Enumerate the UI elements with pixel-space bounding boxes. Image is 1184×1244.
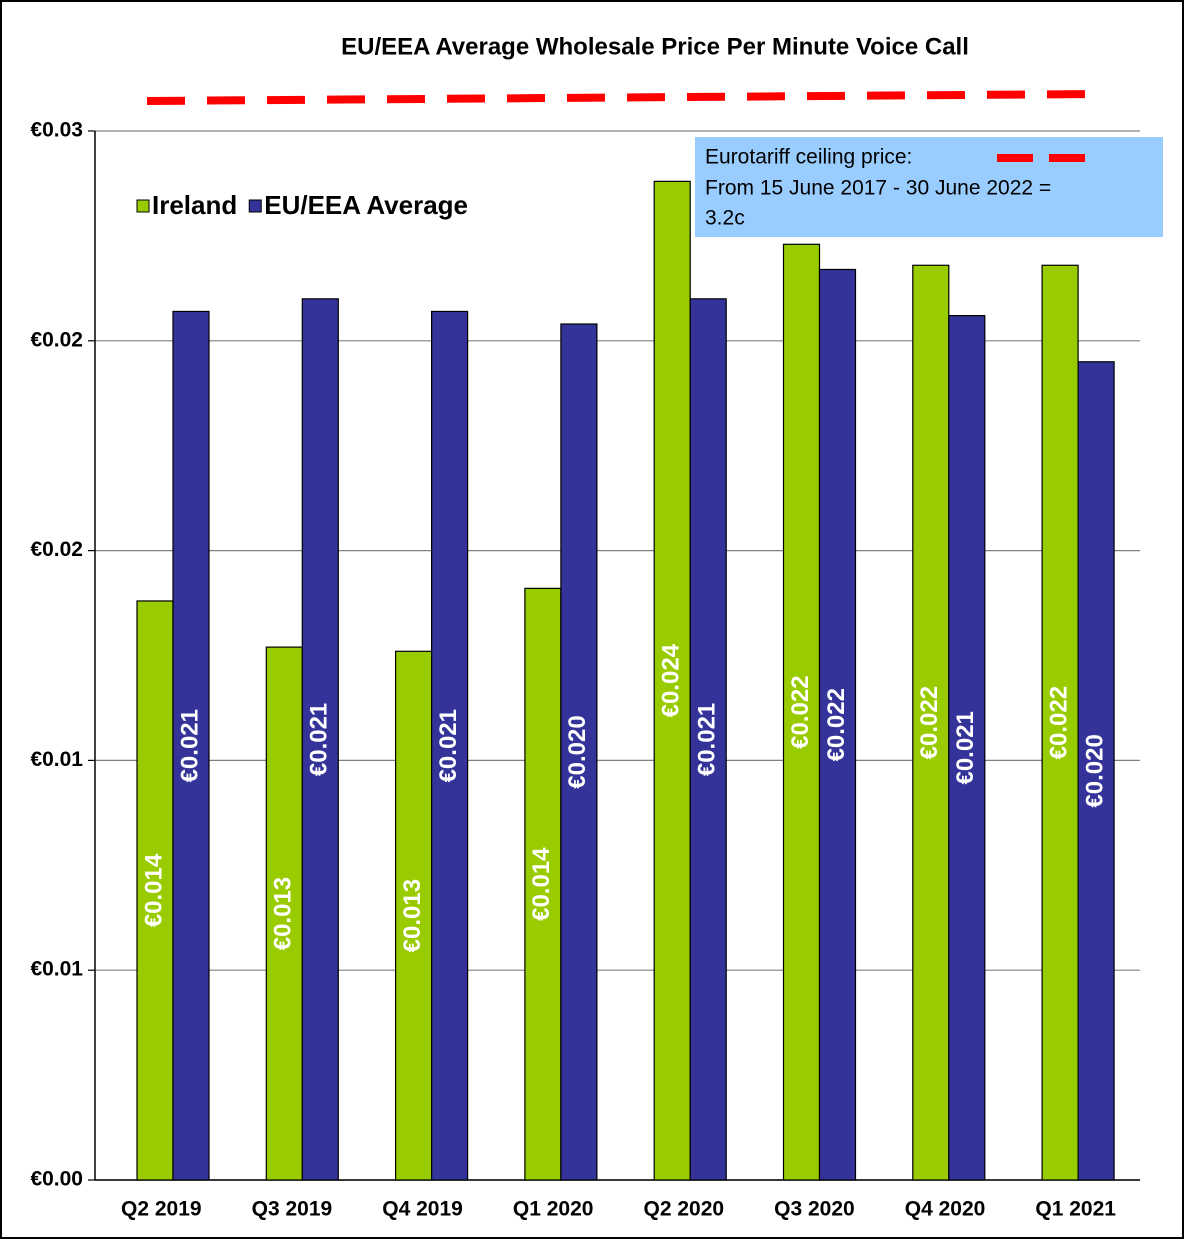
legend-swatch (248, 199, 262, 213)
value-label: €0.021 (952, 711, 979, 784)
legend-swatch (136, 199, 150, 213)
bar (1041, 264, 1079, 1181)
bar (653, 180, 691, 1181)
x-tick-label: Q2 2020 (644, 1198, 725, 1221)
plot: €0.00 €0.01 €0.01 €0.02 €0.02 €0.03 Q2 2019 Q3 … (30, 119, 1140, 1221)
x-tick-label: Q1 2021 (1035, 1198, 1116, 1221)
bar (560, 323, 598, 1181)
annotation-text: 3.2c (705, 207, 745, 230)
bar (524, 587, 562, 1181)
legend-label: EU/EEA Average (264, 190, 468, 220)
bar (431, 310, 469, 1181)
annotation-box (695, 137, 1163, 237)
x-tick-label: Q4 2020 (905, 1198, 986, 1221)
y-tick-label: €0.01 (30, 958, 83, 981)
x-tick-label: Q3 2019 (252, 1198, 333, 1221)
value-label: €0.021 (306, 703, 333, 776)
bar (265, 646, 303, 1181)
bar (689, 298, 727, 1181)
bar (948, 315, 986, 1181)
value-label: €0.021 (176, 709, 203, 782)
x-tick-label: Q2 2019 (121, 1198, 202, 1221)
annotation-text: Eurotariff ceiling price: (705, 146, 912, 169)
bar (136, 600, 174, 1181)
value-label: €0.020 (564, 715, 591, 788)
value-label: €0.022 (823, 688, 850, 761)
value-label: €0.022 (787, 675, 814, 748)
value-label: €0.014 (140, 853, 167, 927)
x-tick-label: Q3 2020 (774, 1198, 855, 1221)
value-label: €0.013 (399, 879, 426, 952)
value-label: €0.024 (658, 643, 685, 717)
legend-label: Ireland (152, 190, 237, 220)
value-label: €0.022 (1045, 686, 1072, 759)
bar (1077, 361, 1115, 1181)
value-label: €0.022 (916, 686, 943, 759)
y-tick-label: €0.02 (30, 328, 83, 351)
y-tick-label: €0.02 (30, 538, 83, 561)
x-tick-label: Q1 2020 (513, 1198, 594, 1221)
value-label: €0.020 (1081, 734, 1108, 807)
bar (172, 310, 210, 1181)
bar (782, 243, 821, 1181)
x-tick-label: Q4 2019 (382, 1198, 463, 1221)
bar (912, 264, 950, 1181)
y-tick-label: €0.00 (30, 1168, 83, 1191)
ceiling-line (146, 90, 1096, 105)
value-label: €0.014 (528, 847, 555, 921)
value-label: €0.021 (694, 703, 721, 776)
annotation-text: From 15 June 2017 - 30 June 2022 = (705, 177, 1051, 200)
y-tick-label: €0.01 (30, 748, 83, 771)
bar (301, 298, 339, 1181)
chart-title: EU/EEA Average Wholesale Price Per Minut… (341, 33, 969, 60)
value-label: €0.013 (270, 877, 297, 950)
value-label: €0.021 (435, 709, 462, 782)
y-tick-label: €0.03 (30, 119, 83, 142)
bar (818, 268, 857, 1181)
